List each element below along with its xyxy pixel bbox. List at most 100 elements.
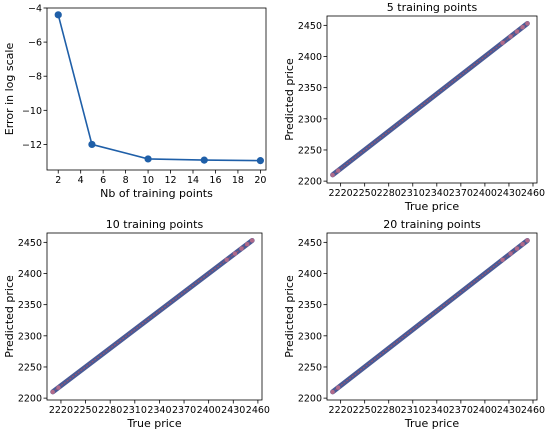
subplot-title: 10 training points <box>106 218 204 231</box>
axes-frame <box>46 232 263 401</box>
prediction-point <box>500 40 505 45</box>
x-tick-label: 18 <box>232 175 244 186</box>
prediction-point <box>249 238 255 243</box>
x-tick-label: 2430 <box>497 405 521 416</box>
x-tick-label: 2250 <box>73 405 97 416</box>
x-tick-label: 2370 <box>449 405 473 416</box>
prediction-point <box>56 385 61 390</box>
data-point <box>144 155 152 163</box>
prediction-point <box>520 242 525 247</box>
y-tick-label: 2200 <box>18 394 42 405</box>
axes-frame <box>326 15 538 184</box>
y-axis-label: Predicted price <box>283 58 296 141</box>
x-tick-label: 2400 <box>473 188 497 199</box>
prediction-point <box>336 385 341 390</box>
y-axis-label: Predicted price <box>3 275 16 358</box>
x-tick-label: 2460 <box>521 188 545 199</box>
prediction-point <box>508 34 513 39</box>
prediction-point <box>525 238 530 243</box>
prediction-point <box>514 246 520 251</box>
x-tick-label: 2340 <box>425 405 449 416</box>
prediction-point <box>520 25 525 30</box>
axes-frame <box>326 232 538 401</box>
prediction-point <box>239 246 244 251</box>
x-tick-label: 2400 <box>197 405 221 416</box>
x-tick-label: 2460 <box>521 405 545 416</box>
prediction-point <box>224 257 229 262</box>
y-tick-label: 2200 <box>298 177 322 188</box>
x-tick-label: 2 <box>55 175 61 186</box>
x-tick-label: 2280 <box>377 188 401 199</box>
x-tick-label: 8 <box>123 175 129 186</box>
prediction-point <box>330 389 335 395</box>
y-tick-label: −4 <box>28 4 42 15</box>
subplot-3: 2220 2250 2280 2310 2340 2370 2400 2430 24602200… <box>3 218 270 430</box>
x-axis-label: Nb of training points <box>100 187 213 200</box>
x-axis-label: True price <box>404 200 459 213</box>
x-tick-label: 2310 <box>123 405 147 416</box>
y-tick-label: −8 <box>28 72 42 83</box>
x-tick-label: 2280 <box>377 405 401 416</box>
y-tick-label: 2450 <box>298 21 322 32</box>
reference-line <box>332 240 528 393</box>
prediction-point <box>232 251 238 256</box>
prediction-point <box>330 172 335 178</box>
prediction-point <box>514 29 520 34</box>
x-tick-label: 2250 <box>353 188 377 199</box>
data-point <box>54 11 62 19</box>
y-tick-label: 2450 <box>18 238 42 249</box>
x-tick-label: 2370 <box>172 405 196 416</box>
x-tick-label: 20 <box>254 175 266 186</box>
x-tick-label: 2310 <box>401 405 425 416</box>
y-tick-label: −10 <box>22 106 42 117</box>
prediction-point <box>245 242 250 247</box>
prediction-point <box>508 251 513 256</box>
data-point <box>200 156 208 164</box>
x-tick-label: 2250 <box>353 405 377 416</box>
x-tick-label: 10 <box>142 175 154 186</box>
x-tick-label: 14 <box>187 175 199 186</box>
x-axis-label: True price <box>404 417 459 429</box>
y-axis-label: Predicted price <box>283 275 296 358</box>
x-tick-label: 2370 <box>449 188 473 199</box>
y-tick-label: 2250 <box>298 145 322 156</box>
y-tick-label: 2400 <box>298 52 322 63</box>
y-tick-label: 2450 <box>298 238 322 249</box>
prediction-point <box>336 168 341 173</box>
x-axis-label: True price <box>126 417 181 429</box>
y-tick-label: 2350 <box>298 300 322 311</box>
x-tick-label: 6 <box>100 175 106 186</box>
x-tick-label: 2430 <box>497 188 521 199</box>
y-tick-label: 2300 <box>18 331 42 342</box>
y-tick-label: 2200 <box>298 394 322 405</box>
data-point <box>88 140 96 149</box>
reference-line <box>332 23 528 176</box>
y-tick-label: 2350 <box>298 83 322 94</box>
y-tick-label: −12 <box>22 140 42 151</box>
prediction-point <box>525 21 530 26</box>
x-tick-label: 2280 <box>98 405 122 416</box>
y-tick-label: 2250 <box>298 362 322 373</box>
y-tick-label: 2400 <box>298 269 322 280</box>
subplot-title: 20 training points <box>383 218 481 231</box>
y-tick-label: 2400 <box>18 269 42 280</box>
data-point <box>256 157 264 165</box>
prediction-point <box>50 389 55 395</box>
x-tick-label: 16 <box>209 175 221 186</box>
x-tick-label: 2340 <box>147 405 171 416</box>
prediction-point <box>500 257 505 262</box>
x-tick-label: 2400 <box>473 405 497 416</box>
subplot-4: 2220 2250 2280 2310 2340 2370 2400 2430 24602200… <box>283 218 545 430</box>
y-tick-label: 2250 <box>18 362 42 373</box>
subplot-2: 2220 2250 2280 2310 2340 2370 2400 2430 24602200… <box>283 1 545 213</box>
prediction-points-band <box>50 237 255 395</box>
x-tick-label: 2220 <box>49 405 73 416</box>
y-tick-label: 2300 <box>298 331 322 342</box>
x-tick-label: 2220 <box>329 188 353 199</box>
x-tick-label: 4 <box>78 175 84 186</box>
series-line <box>57 14 261 162</box>
subplot-title: 5 training points <box>387 1 478 14</box>
x-tick-label: 2340 <box>425 188 449 199</box>
y-tick-label: −6 <box>28 38 42 49</box>
